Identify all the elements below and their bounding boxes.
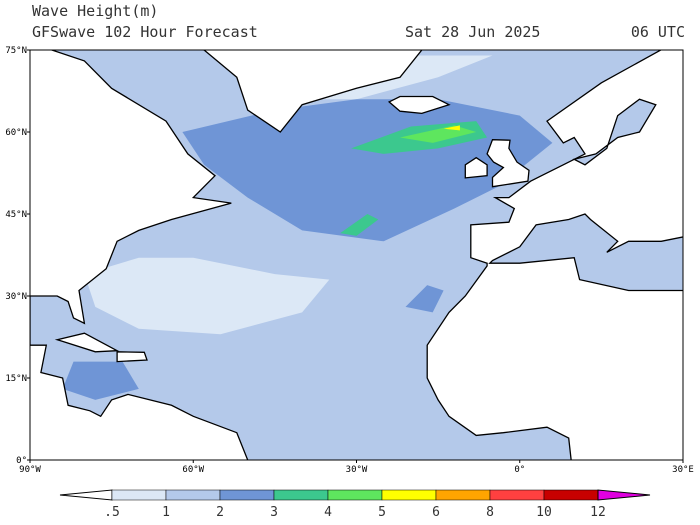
- colorbar-label: 5: [378, 505, 386, 520]
- title: Wave Height(m): [32, 2, 158, 20]
- land: [30, 50, 249, 460]
- lat-label: 75°N: [5, 46, 27, 56]
- colorbar-segment: [381, 489, 437, 501]
- lat-label: 30°N: [5, 292, 27, 302]
- colorbar-label: 4: [324, 505, 332, 520]
- lon-label: 0°: [514, 465, 525, 475]
- colorbar-label: 2: [216, 505, 224, 520]
- colorbar: .5 1 2 3 4 5 6 8 10 12: [59, 489, 651, 520]
- sea: [572, 98, 657, 166]
- axes: 75°N60°N45°N30°N15°N0°90°W 60°W 30°W 0° 30°E: [5, 46, 694, 475]
- wave-region: [340, 214, 379, 236]
- wave-region: [405, 285, 444, 313]
- colorbar-under: [59, 489, 113, 501]
- land: [116, 351, 148, 363]
- colorbar-segment: [219, 489, 275, 501]
- colorbar-label: 1: [162, 505, 170, 520]
- lat-label: 0°: [16, 456, 27, 466]
- colorbar-segment: [165, 489, 221, 501]
- sea: [488, 213, 683, 292]
- lat-label: 45°N: [5, 210, 27, 220]
- subtitle: GFSwave 102 Hour Forecast: [32, 23, 258, 41]
- colorbar-label: 8: [486, 505, 494, 520]
- land: [387, 95, 451, 115]
- colorbar-segment: [489, 489, 545, 501]
- wave-region: [62, 361, 139, 400]
- colorbar-label: 10: [536, 505, 552, 520]
- land: [464, 156, 488, 179]
- wave-region: [84, 257, 330, 335]
- colorbar-segment: [435, 489, 491, 501]
- land: [196, 50, 423, 133]
- wave-region: [443, 125, 460, 131]
- colorbar-label: 3: [270, 505, 278, 520]
- colorbar-label: .5: [104, 505, 120, 520]
- date: Sat 28 Jun 2025: [405, 23, 540, 41]
- land: [486, 139, 530, 188]
- colorbar-segment: [543, 489, 599, 501]
- map: [30, 50, 683, 460]
- colorbar-segment: [273, 489, 329, 501]
- lon-label: 90°W: [19, 465, 41, 475]
- time: 06 UTC: [631, 23, 685, 41]
- colorbar-over: [597, 489, 651, 501]
- land: [54, 332, 120, 353]
- colorbar-segment: [327, 489, 383, 501]
- colorbar-label: 6: [432, 505, 440, 520]
- lon-label: 30°E: [672, 465, 694, 475]
- lon-label: 30°W: [346, 465, 368, 475]
- colorbar-label: 12: [590, 505, 606, 520]
- lon-label: 60°W: [182, 465, 204, 475]
- colorbar-segment: [111, 489, 167, 501]
- lat-label: 60°N: [5, 128, 27, 138]
- lat-label: 15°N: [5, 374, 27, 384]
